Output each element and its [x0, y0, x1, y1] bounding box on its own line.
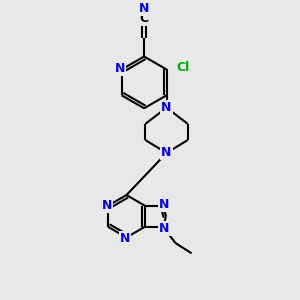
- Text: N: N: [159, 222, 170, 235]
- Text: N: N: [115, 62, 125, 75]
- Text: N: N: [161, 146, 172, 160]
- Text: C: C: [140, 12, 149, 25]
- Text: N: N: [101, 199, 112, 212]
- Text: N: N: [120, 232, 130, 245]
- Text: N: N: [159, 198, 170, 211]
- Text: Cl: Cl: [176, 61, 189, 74]
- Text: N: N: [139, 2, 149, 15]
- Text: N: N: [161, 101, 172, 114]
